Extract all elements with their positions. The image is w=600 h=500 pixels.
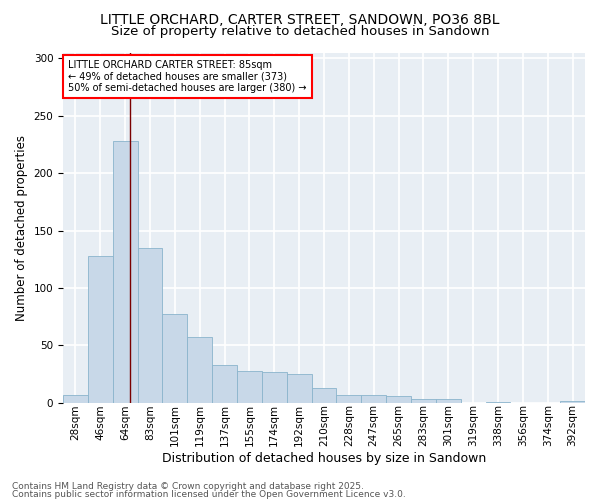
Bar	[63, 395, 88, 403]
Bar	[137, 248, 163, 403]
Bar	[436, 400, 461, 403]
Bar	[163, 314, 187, 403]
Text: LITTLE ORCHARD CARTER STREET: 85sqm
← 49% of detached houses are smaller (373)
5: LITTLE ORCHARD CARTER STREET: 85sqm ← 49…	[68, 60, 307, 92]
Bar	[485, 402, 511, 403]
Bar	[287, 374, 311, 403]
Bar	[88, 256, 113, 403]
Bar	[411, 400, 436, 403]
Bar	[187, 338, 212, 403]
Bar	[560, 400, 585, 403]
Text: LITTLE ORCHARD, CARTER STREET, SANDOWN, PO36 8BL: LITTLE ORCHARD, CARTER STREET, SANDOWN, …	[100, 12, 500, 26]
Bar	[361, 395, 386, 403]
Bar	[237, 371, 262, 403]
Bar	[262, 372, 287, 403]
X-axis label: Distribution of detached houses by size in Sandown: Distribution of detached houses by size …	[162, 452, 486, 465]
Y-axis label: Number of detached properties: Number of detached properties	[15, 134, 28, 320]
Bar	[337, 395, 361, 403]
Bar	[113, 141, 137, 403]
Text: Contains HM Land Registry data © Crown copyright and database right 2025.: Contains HM Land Registry data © Crown c…	[12, 482, 364, 491]
Text: Contains public sector information licensed under the Open Government Licence v3: Contains public sector information licen…	[12, 490, 406, 499]
Bar	[311, 388, 337, 403]
Text: Size of property relative to detached houses in Sandown: Size of property relative to detached ho…	[111, 25, 489, 38]
Bar	[212, 365, 237, 403]
Bar	[386, 396, 411, 403]
